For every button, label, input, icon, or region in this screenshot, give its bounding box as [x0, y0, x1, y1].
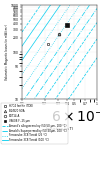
- Legend: H7C4 ferrite (TDK), B2/B20 SOA, BDT14-A, V860B F, 25 μm, Arnord's alloypermalloy: H7C4 ferrite (TDK), B2/B20 SOA, BDT14-A,…: [1, 103, 68, 144]
- Y-axis label: Volumetric Magnetic losses (in mW/cm³): Volumetric Magnetic losses (in mW/cm³): [5, 24, 9, 80]
- X-axis label: Induction (in T): Induction (in T): [46, 127, 73, 131]
